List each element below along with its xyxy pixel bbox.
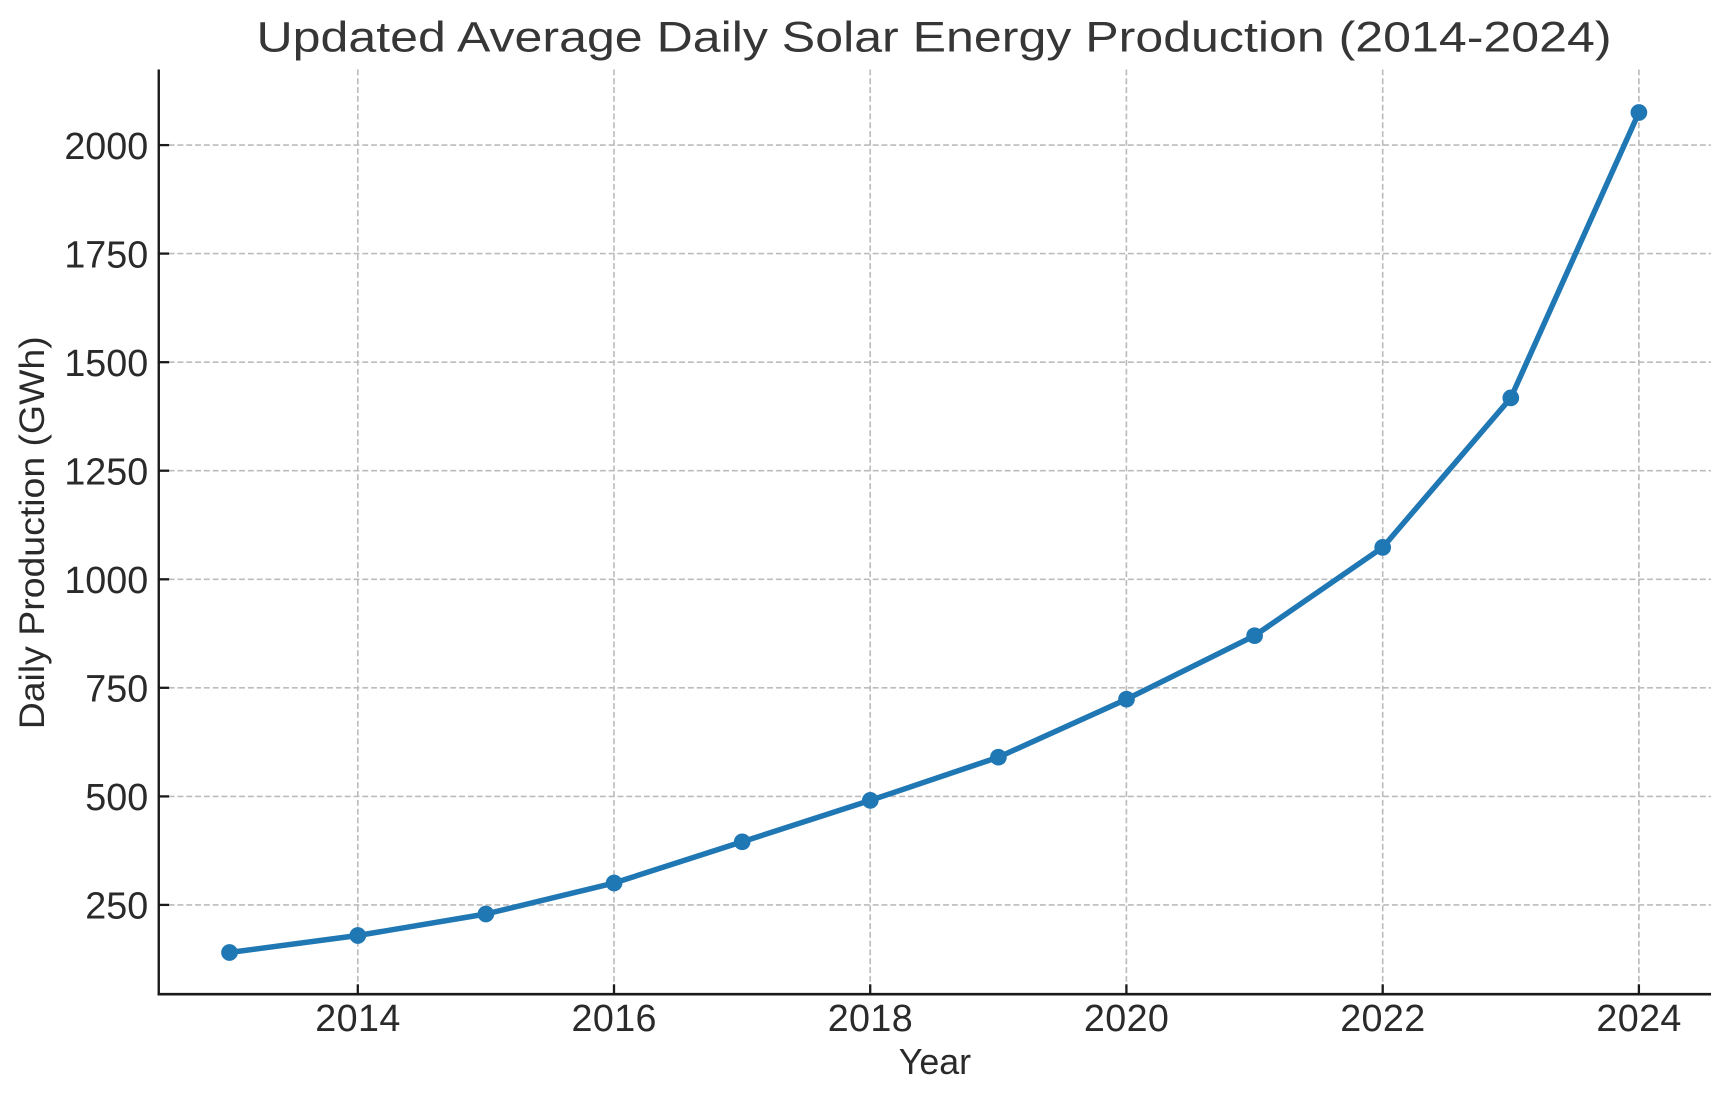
svg-text:2020: 2020 bbox=[1084, 997, 1169, 1039]
svg-text:1000: 1000 bbox=[64, 559, 148, 601]
svg-text:Updated Average Daily Solar En: Updated Average Daily Solar Energy Produ… bbox=[257, 13, 1612, 61]
svg-text:2016: 2016 bbox=[572, 997, 657, 1039]
svg-text:2024: 2024 bbox=[1596, 997, 1681, 1039]
svg-text:250: 250 bbox=[85, 885, 148, 927]
svg-text:2014: 2014 bbox=[315, 997, 400, 1039]
svg-text:Daily Production (GWh): Daily Production (GWh) bbox=[13, 336, 52, 729]
svg-text:2000: 2000 bbox=[64, 125, 148, 167]
svg-text:1250: 1250 bbox=[64, 451, 148, 493]
svg-text:750: 750 bbox=[85, 668, 148, 710]
svg-text:Year: Year bbox=[899, 1042, 971, 1082]
svg-text:2018: 2018 bbox=[828, 997, 913, 1039]
svg-text:2022: 2022 bbox=[1340, 997, 1425, 1039]
svg-text:1750: 1750 bbox=[64, 233, 148, 275]
svg-text:1500: 1500 bbox=[64, 342, 148, 384]
svg-text:500: 500 bbox=[85, 776, 148, 818]
